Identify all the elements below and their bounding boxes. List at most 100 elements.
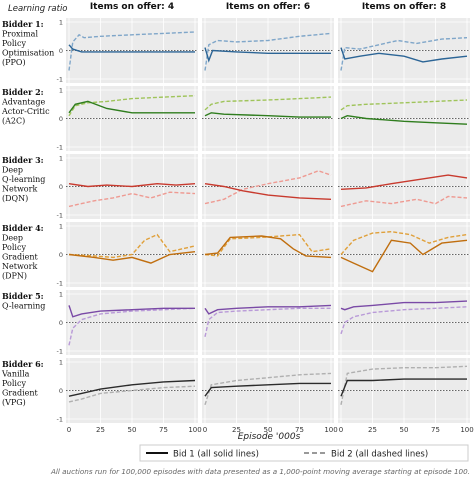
bidder-name-line: Policy xyxy=(2,243,26,252)
series-line-bid-2 xyxy=(340,195,468,208)
y-tick-label: -1 xyxy=(57,76,63,84)
panel xyxy=(202,222,334,287)
series-line-bid-2 xyxy=(204,307,331,337)
series-line-bid-1 xyxy=(204,183,332,200)
series-line-bid-1 xyxy=(340,300,468,311)
column-title: Items on offer: 4 xyxy=(90,2,174,12)
legend: Bid 1 (all solid lines) Bid 2 (all dashe… xyxy=(139,444,469,462)
panel xyxy=(338,222,470,287)
y-tick-label: 1 xyxy=(59,223,63,231)
panel: -1 0 1 xyxy=(57,290,198,356)
bidder-name-line: (DQN) xyxy=(2,194,28,203)
series-line-bid-2 xyxy=(204,170,332,205)
panel xyxy=(202,18,334,83)
y-tick-label: -1 xyxy=(57,212,63,220)
series-line-bid-1 xyxy=(68,182,196,188)
panel xyxy=(202,154,334,219)
y-tick-label: 0 xyxy=(59,115,63,123)
y-tick-label: -1 xyxy=(57,280,63,288)
series-line-bid-2 xyxy=(68,191,196,208)
series-line-bid-2 xyxy=(340,306,468,335)
x-tick-label: 25 xyxy=(368,426,377,434)
panel xyxy=(202,86,334,151)
bidder-label: Bidder 4: Deep Policy Gradient Network (DPN) xyxy=(2,223,44,281)
y-tick-label: 0 xyxy=(59,251,63,259)
x-tick-label: 100 xyxy=(188,426,201,434)
series-line-bid-1 xyxy=(68,44,195,53)
footnote: All auctions run for 100,000 episodes wi… xyxy=(50,467,470,476)
series-line-bid-1 xyxy=(68,251,196,264)
y-tick-label: -1 xyxy=(57,416,63,424)
bidder-label: Bidder 1: Proximal Policy Optimisation (PPO) xyxy=(2,19,54,67)
series-line-bid-1 xyxy=(204,382,331,397)
x-tick-label: 75 xyxy=(159,426,168,434)
series-line-bid-1 xyxy=(340,114,468,125)
bidder-name-line: Vanilla xyxy=(1,370,30,379)
series-line-bid-1 xyxy=(204,112,331,118)
y-tick-label: 1 xyxy=(59,291,63,299)
bidder-row: Bidder 3: Deep Q-learning Network (DQN) -1 0 1 xyxy=(2,154,470,220)
y-tick-label: 0 xyxy=(59,319,63,327)
panel xyxy=(338,154,470,219)
y-tick-label: 1 xyxy=(59,155,63,163)
series-line-bid-1 xyxy=(204,304,332,315)
bidder-name-line: Gradient xyxy=(2,253,39,262)
series-line-bid-2 xyxy=(340,365,468,405)
x-tick-label: 25 xyxy=(232,426,241,434)
bidder-label: Bidder 3: Deep Q-learning Network (DQN) xyxy=(2,155,45,203)
series-line-bid-2 xyxy=(68,307,196,346)
column-title: Items on offer: 6 xyxy=(226,2,310,12)
legend-dashed-label: Bid 2 (all dashed lines) xyxy=(331,450,428,460)
x-tick-label: 50 xyxy=(400,426,409,434)
bidder-number: Bidder 6: xyxy=(2,359,44,369)
bidder-name-line: Q-learning xyxy=(2,175,45,184)
x-tick-label: 0 xyxy=(203,426,207,434)
y-tick-label: 1 xyxy=(59,87,63,95)
series-line-bid-1 xyxy=(340,47,468,63)
bidder-number: Bidder 3: xyxy=(2,155,44,165)
x-tick-label: 0 xyxy=(339,426,343,434)
bidder-name-line: Q-learning xyxy=(2,302,45,311)
bidder-number: Bidder 5: xyxy=(2,291,44,301)
panel: -1 0 1 xyxy=(57,222,198,288)
x-tick-label: 75 xyxy=(431,426,440,434)
bidder-name-line: (A2C) xyxy=(2,117,25,126)
series-line-bid-1 xyxy=(68,305,195,318)
panel: -1 0 1 xyxy=(57,154,198,220)
panel: -1 0 1 xyxy=(57,18,198,84)
y-axis-title: Learning ratio xyxy=(8,4,68,14)
series-line-bid-1 xyxy=(68,379,196,397)
series-line-bid-1 xyxy=(340,174,468,190)
bidder-number: Bidder 2: xyxy=(2,87,44,97)
bidder-name-line: Advantage xyxy=(1,98,45,107)
series-line-bid-1 xyxy=(340,378,467,397)
bidder-name-line: Optimisation xyxy=(2,49,54,58)
bidder-name-line: Deep xyxy=(2,234,23,243)
x-tick-label: 100 xyxy=(460,426,473,434)
panel xyxy=(338,290,470,355)
series-line-bid-2 xyxy=(68,233,196,259)
x-tick-label: 100 xyxy=(324,426,337,434)
bidder-row: Bidder 4: Deep Policy Gradient Network (DPN)-… xyxy=(2,222,470,288)
series-line-bid-2 xyxy=(204,32,332,71)
bidder-name-line: Policy xyxy=(2,379,26,388)
x-axis-title: Episode '000s xyxy=(238,432,301,442)
bidder-label: Bidder 6: Vanilla Policy Gradient (VPG) xyxy=(1,359,44,407)
panel: -1 0 1 xyxy=(57,86,198,152)
series-line-bid-2 xyxy=(340,99,468,111)
bidder-row: Bidder 6: Vanilla Policy Gradient (VPG)-1010… xyxy=(1,358,474,434)
y-tick-label: 0 xyxy=(59,183,63,191)
bidder-name-line: Policy xyxy=(2,39,26,48)
series-line-bid-2 xyxy=(340,37,468,71)
x-tick-label: 50 xyxy=(128,426,137,434)
series-line-bid-1 xyxy=(68,100,195,114)
bidder-label: Bidder 5: Q-learning xyxy=(2,291,45,311)
bidder-name-line: Network xyxy=(2,262,37,271)
bidder-row: Bidder 1: Proximal Policy Optimisation (PPO)… xyxy=(2,18,470,84)
series-line-bid-2 xyxy=(204,96,332,111)
y-tick-label: 0 xyxy=(59,387,63,395)
bidder-name-line: Network xyxy=(2,185,37,194)
panel xyxy=(202,290,334,355)
panel xyxy=(338,86,470,151)
x-tick-label: 25 xyxy=(96,426,105,434)
